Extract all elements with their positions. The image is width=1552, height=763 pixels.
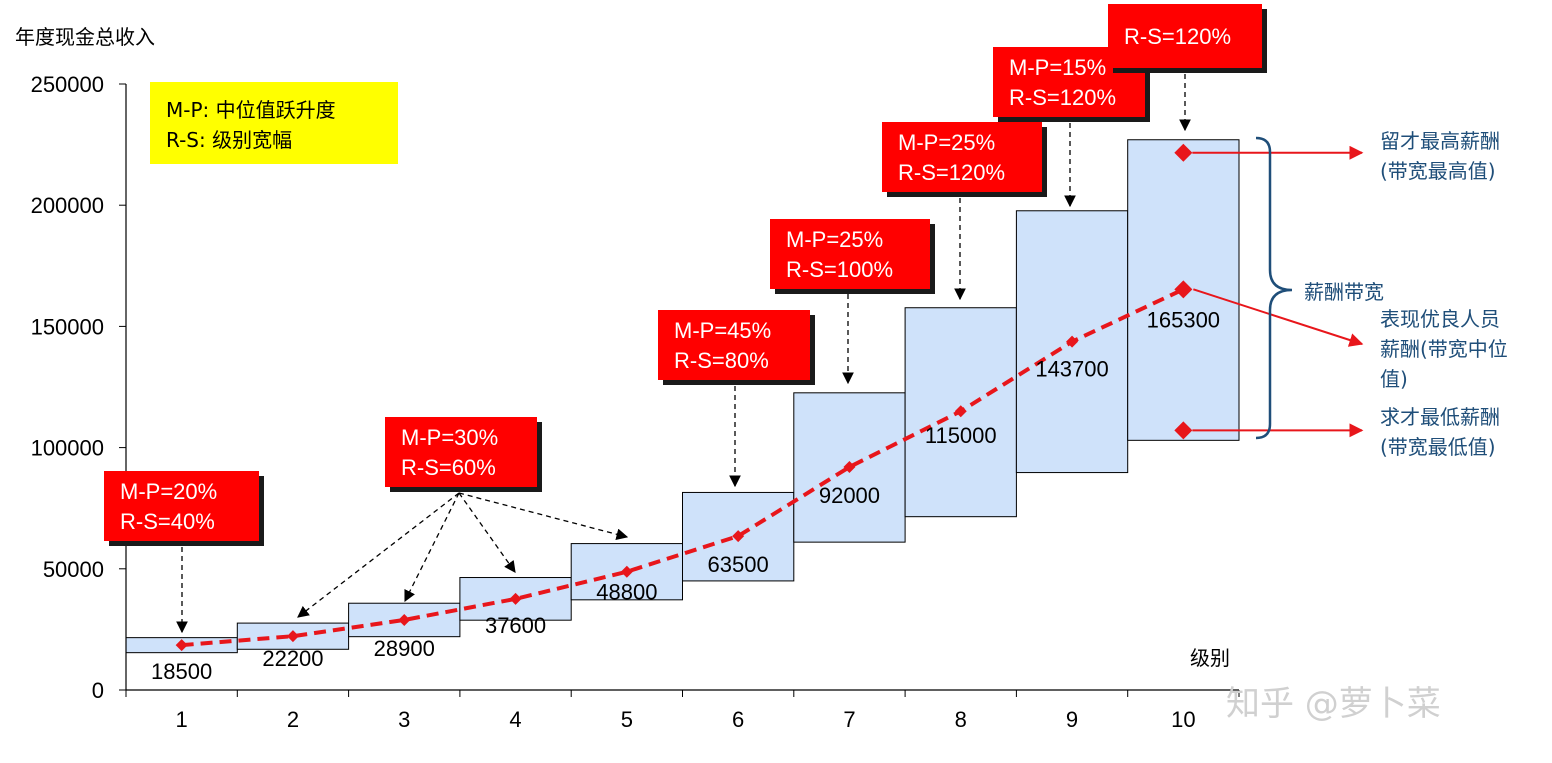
- annotation-text: R-S=60%: [401, 455, 496, 480]
- midpoint-marker-6: [732, 530, 745, 543]
- midpoint-marker-10: [1174, 280, 1193, 299]
- annotation-box-7: [1108, 4, 1262, 68]
- x-tick-label: 9: [1066, 707, 1078, 732]
- middle-label-line1: 表现优良人员: [1380, 307, 1500, 331]
- side-explanation: 留才最高薪酬 (带宽最高值) 薪酬带宽 表现优良人员 薪酬(带宽中位 值) 求才…: [1174, 129, 1508, 459]
- annotation-text: M-P=15%: [1009, 55, 1106, 80]
- x-tick-label: 4: [509, 707, 521, 732]
- midpoint-marker-4: [509, 592, 522, 605]
- midpoint-value-label: 165300: [1147, 307, 1220, 332]
- midpoint-marker-9: [1066, 335, 1079, 348]
- bottom-marker: [1174, 421, 1193, 440]
- watermark: 知乎 @萝卜菜: [1226, 684, 1441, 724]
- annotation-arrow-2: [404, 492, 460, 603]
- midpoint-value-labels: 18500 22200 28900 37600 48800 63500 92000 11500…: [151, 307, 1220, 684]
- x-tick-label: 8: [955, 707, 967, 732]
- annotation-text: M-P=25%: [786, 227, 883, 252]
- annotation-arrow-2: [458, 492, 516, 573]
- annotation-text: R-S=80%: [674, 348, 769, 373]
- x-tick-label: 6: [732, 707, 744, 732]
- bottom-label-line2: (带宽最低值): [1380, 435, 1496, 459]
- band-brace: [1255, 136, 1293, 440]
- x-tick-label: 2: [287, 707, 299, 732]
- x-axis-title: 级别: [1190, 646, 1230, 670]
- y-tick-label: 0: [92, 678, 104, 703]
- annotation-arrow-2: [297, 492, 460, 618]
- midpoint-value-label: 92000: [819, 483, 880, 508]
- legend-rs: R-S: 级别宽幅: [166, 128, 292, 152]
- middle-label-line3: 值): [1380, 367, 1408, 391]
- midpoint-value-label: 143700: [1035, 357, 1108, 382]
- top-label-line2: (带宽最高值): [1380, 159, 1496, 183]
- midpoint-marker-8: [954, 405, 967, 418]
- annotation-text: R-S=40%: [120, 509, 215, 534]
- annotation-box-1: [104, 471, 259, 541]
- y-tick-label: 50000: [43, 557, 104, 582]
- y-tick-label: 150000: [31, 314, 104, 339]
- annotation-arrows: [176, 74, 1191, 634]
- annotation-box-4: [770, 219, 930, 289]
- top-marker: [1174, 143, 1193, 162]
- legend-background: [150, 82, 398, 164]
- y-tick-label: 200000: [31, 193, 104, 218]
- top-label-line1: 留才最高薪酬: [1380, 129, 1500, 153]
- x-tick-label: 7: [843, 707, 855, 732]
- annotation-box-2: [385, 417, 537, 487]
- annotation-box-5: [882, 122, 1042, 192]
- annotation-text: M-P=25%: [898, 130, 995, 155]
- annotation-text: R-S=120%: [1009, 85, 1116, 110]
- annotation-text: M-P=30%: [401, 425, 498, 450]
- salary-range-bars: [125, 139, 1240, 654]
- midpoint-value-label: 48800: [596, 580, 657, 605]
- x-tick-label: 5: [621, 707, 633, 732]
- y-tick-label: 250000: [31, 72, 104, 97]
- midpoint-value-label: 63500: [708, 552, 769, 577]
- band-label: 薪酬带宽: [1304, 280, 1384, 304]
- midpoint-marker-1: [175, 639, 188, 652]
- y-tick-label: 100000: [31, 436, 104, 461]
- midpoint-value-label: 28900: [374, 636, 435, 661]
- annotation-text: R-S=100%: [786, 257, 893, 282]
- middle-label-line2: 薪酬(带宽中位: [1380, 337, 1508, 361]
- annotation-boxes: M-P=20% R-S=40% M-P=30% R-S=60% M-P=45% R-S=8…: [104, 4, 1267, 546]
- annotation-text: R-S=120%: [898, 160, 1005, 185]
- midpoint-value-label: 37600: [485, 613, 546, 638]
- midpoint-value-label: 18500: [151, 659, 212, 684]
- y-axis-title: 年度现金总收入: [15, 25, 155, 49]
- annotation-text: M-P=20%: [120, 479, 217, 504]
- middle-arrow: [1193, 288, 1364, 347]
- legend-box: M-P: 中位值跃升度 R-S: 级别宽幅: [150, 82, 398, 164]
- midpoint-value-label: 115000: [925, 423, 997, 448]
- midpoint-marker-3: [398, 613, 411, 626]
- annotation-arrow-2: [458, 492, 629, 540]
- x-tick-label: 3: [398, 707, 410, 732]
- midpoint-marker-7: [843, 460, 856, 473]
- midpoint-value-label: 22200: [262, 646, 323, 671]
- x-tick-label: 10: [1171, 707, 1195, 732]
- axes: 0 50000 100000 150000 200000 250000 1 2 3 4 5 6 7 8 9 1…: [31, 72, 1240, 732]
- annotation-box-3: [658, 310, 810, 380]
- legend-mp: M-P: 中位值跃升度: [166, 98, 336, 122]
- midpoint-line: [175, 280, 1193, 652]
- x-tick-label: 1: [176, 707, 188, 732]
- annotation-text: R-S=120%: [1124, 24, 1231, 49]
- midpoint-marker-2: [286, 630, 299, 643]
- bottom-label-line1: 求才最低薪酬: [1380, 405, 1500, 429]
- midpoint-marker-5: [620, 565, 633, 578]
- annotation-text: M-P=45%: [674, 318, 771, 343]
